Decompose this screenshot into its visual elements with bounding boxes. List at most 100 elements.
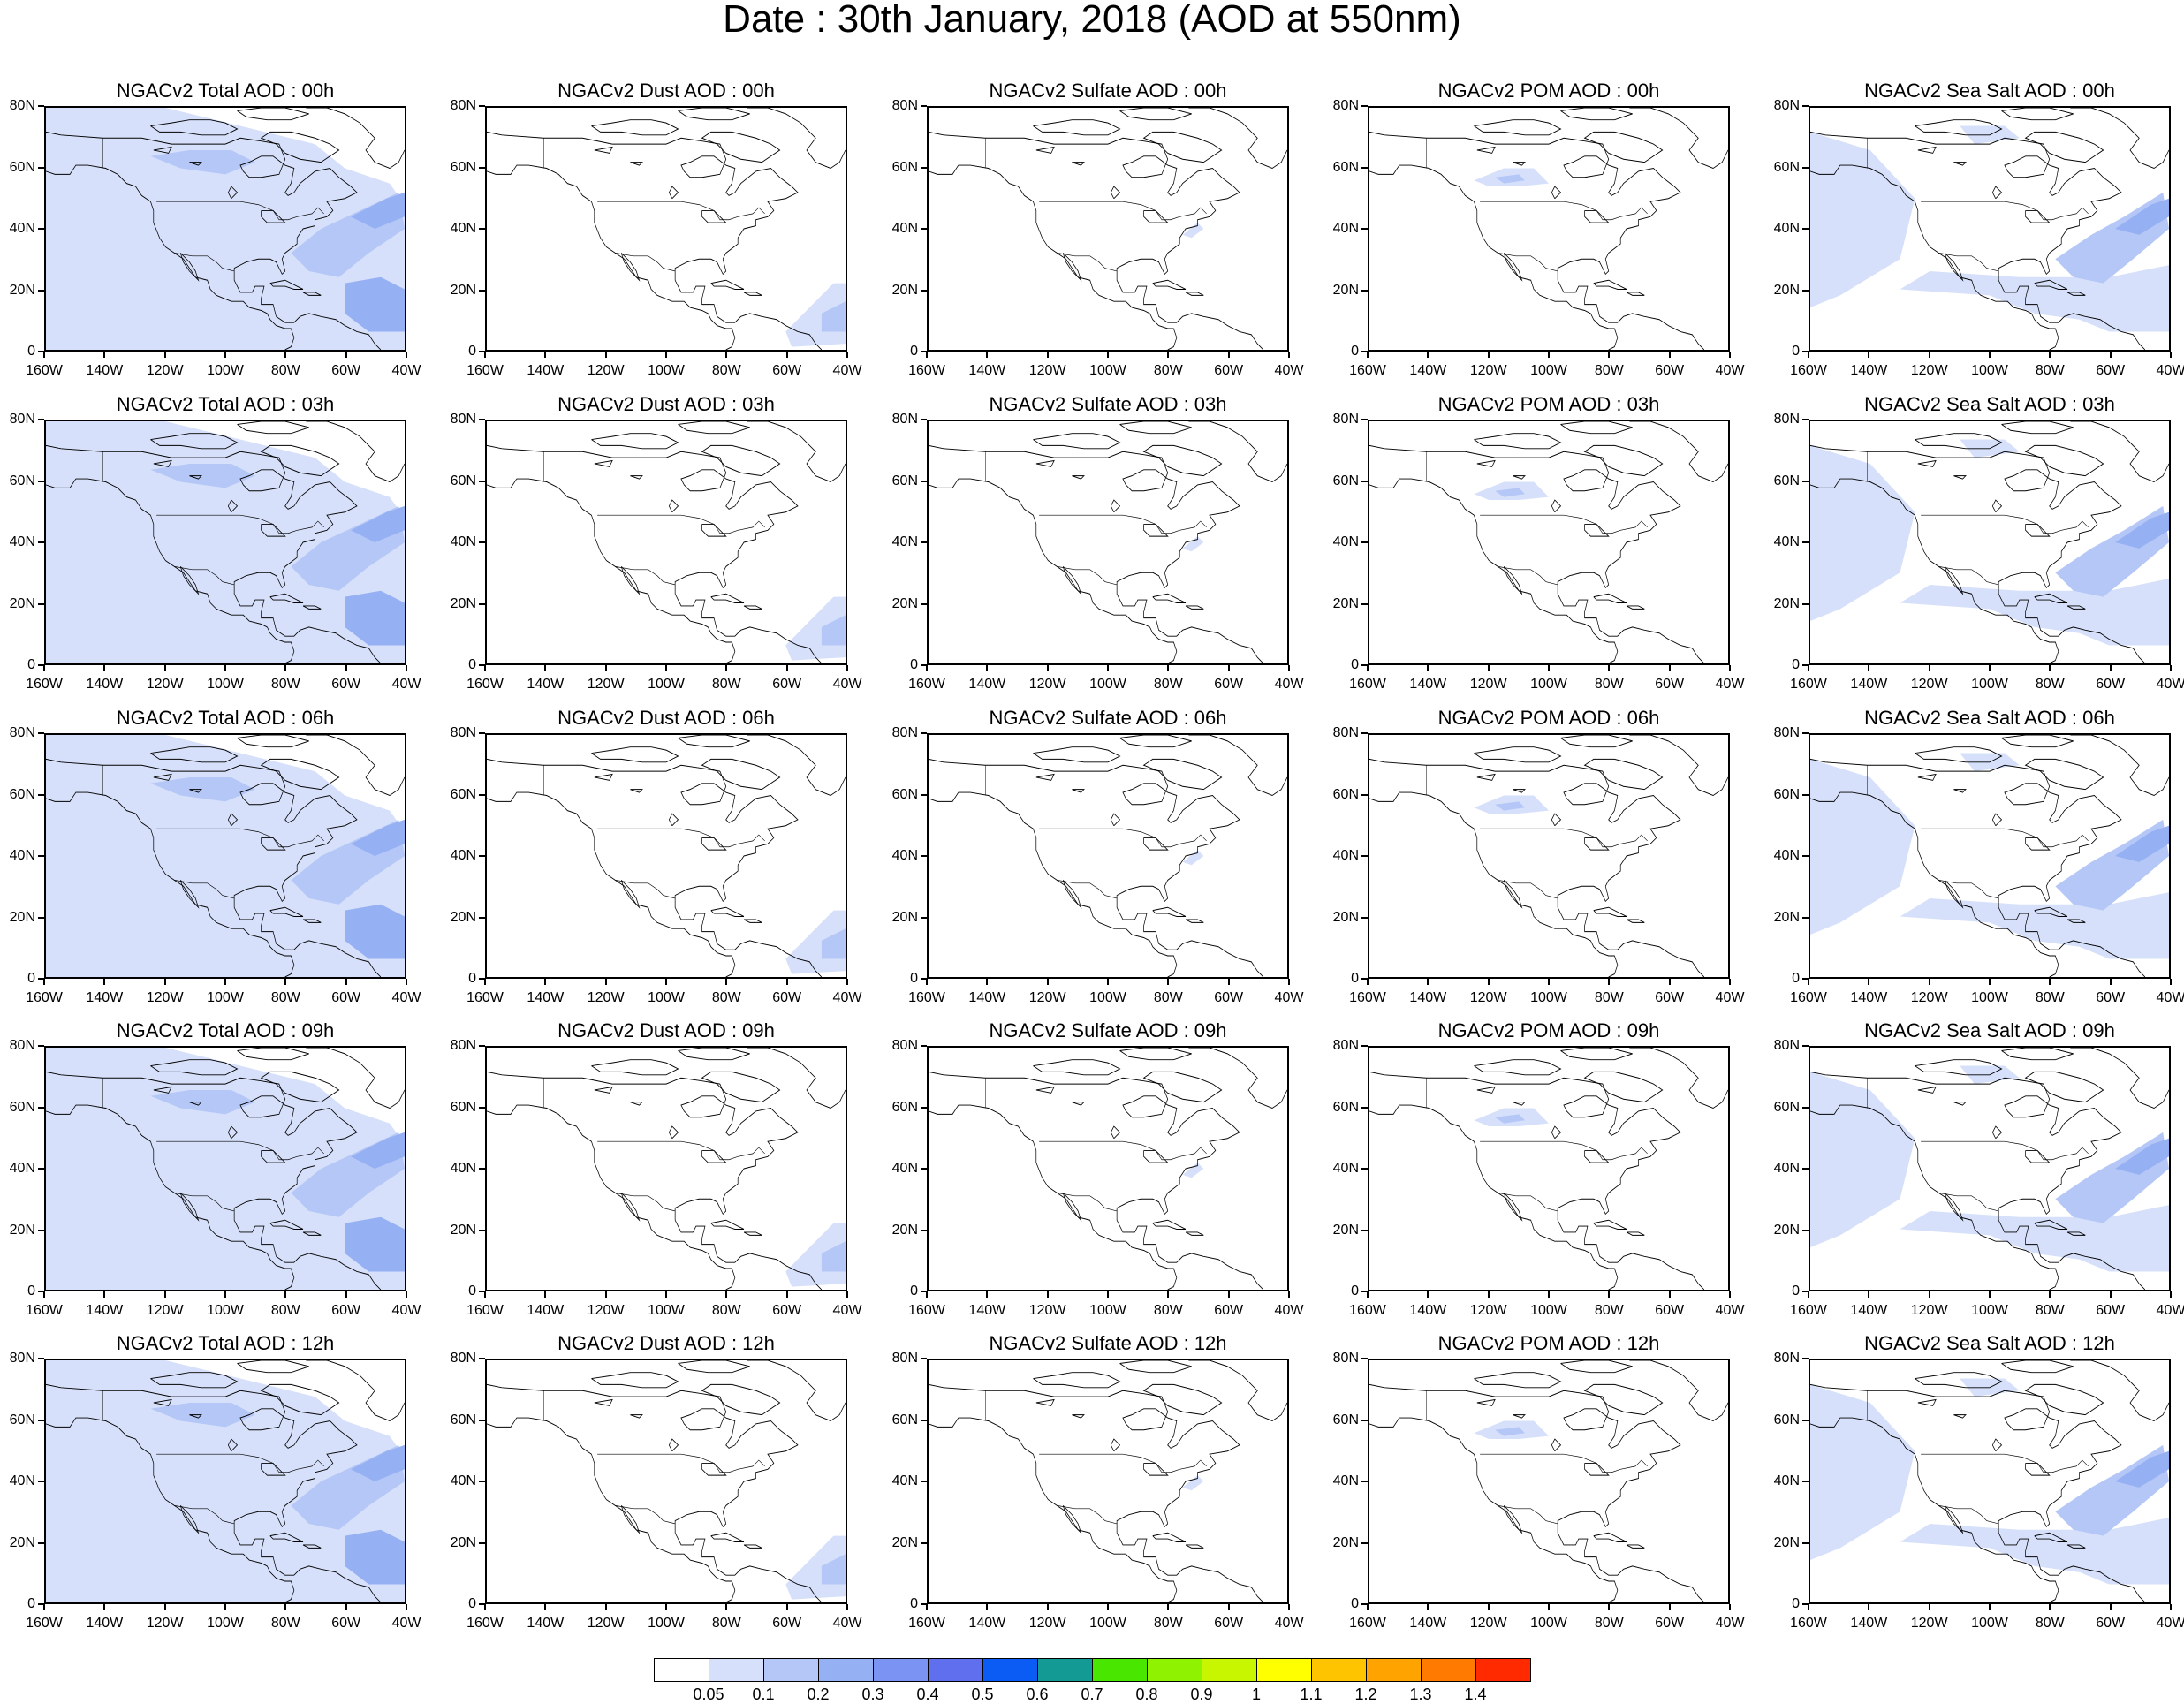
coastline [929,1071,1264,1290]
lon-tick-mark [1668,665,1671,671]
colorbar-swatch [1202,1658,1257,1682]
lat-tick-label: 60N [450,1412,476,1428]
lon-tick-mark [1487,665,1490,671]
lat-tick-mark [1802,1481,1809,1482]
lat-tick-mark [1361,855,1368,857]
country-border [1039,828,1207,848]
coastline [269,1532,304,1542]
coastline [929,1383,1264,1602]
colorbar [654,1658,1531,1682]
lon-tick-label: 140W [1409,677,1447,692]
panel-title: NGACv2 Total AOD : 03h [116,393,335,415]
coastline [594,459,613,467]
lat-tick-mark [38,105,44,107]
coastline [1110,1125,1121,1140]
coastline [1476,773,1496,781]
coastline [1152,593,1187,603]
coastline [150,1372,239,1389]
lat-tick-mark [38,732,44,734]
lon-tick-label: 60W [1214,1616,1244,1631]
lon-tick-mark [1227,352,1230,358]
coastline [701,444,781,477]
lon-tick-label: 160W [26,1303,63,1318]
coastline [1551,1438,1562,1452]
coastline [747,1360,846,1422]
country-border [615,1193,676,1212]
panel-title: NGACv2 Sulfate AOD : 00h [989,80,1227,102]
lon-tick-label: 60W [331,363,361,378]
coastline [2024,1383,2104,1416]
lon-tick-mark [2109,352,2112,358]
lon-tick-label: 100W [1530,677,1567,692]
aod-shading-region [150,463,255,488]
lon-tick-mark [1107,1604,1109,1610]
colorbar-label: 0.9 [1190,1685,1213,1703]
aod-shading-region [1900,579,2169,646]
lon-tick-mark [1227,979,1230,985]
coastline [678,1048,750,1061]
lat-tick-label: 40N [450,1473,476,1488]
lon-tick-label: 140W [1850,990,1888,1005]
coastline [710,279,745,290]
lon-tick-mark [1046,1604,1049,1610]
coastline [1551,813,1562,827]
lat-tick-label: 20N [9,595,35,611]
lon-tick-mark [1729,1291,1731,1298]
lat-tick-label: 60N [9,1412,35,1428]
coastline [620,1505,641,1534]
lat-tick-label: 80N [9,1351,35,1366]
lon-tick-mark [2170,979,2172,985]
lat-tick-label: 80N [9,725,35,740]
lat-tick-mark [1802,916,1809,919]
coastline [1915,1059,2003,1076]
lon-tick-label: 40W [1274,363,1304,378]
coastline [929,1104,1178,1290]
coastline [179,566,200,595]
lon-tick-label: 60W [772,1616,802,1631]
coastline [1062,1505,1082,1534]
lat-tick-mark [1802,1106,1809,1109]
coastline [1476,459,1496,467]
lat-tick-label: 80N [1332,1351,1359,1366]
aod-map-dust [485,420,847,665]
lat-tick-mark [921,855,927,857]
coastline [2001,735,2074,748]
lon-tick-mark [1046,1291,1049,1298]
lon-tick-label: 140W [86,990,124,1005]
lon-tick-label: 80W [1594,363,1624,378]
coastline [302,1544,322,1549]
coastline [678,108,750,121]
coastline [1152,279,1187,290]
colorbar-swatch [982,1658,1038,1682]
coastline [227,813,239,827]
lon-tick-mark [1288,1291,1290,1298]
lat-tick-label: 0 [1792,344,1800,359]
colorbar-swatch [818,1658,874,1682]
lon-tick-mark [1808,979,1809,985]
lat-tick-mark [479,1358,485,1359]
lon-tick-mark [484,979,486,985]
lat-tick-mark [1361,1106,1368,1109]
lat-tick-mark [1802,289,1809,292]
lon-tick-mark [926,665,928,671]
lat-tick-label: 0 [910,344,918,359]
coastline [2034,1532,2068,1542]
lat-tick-label: 40N [450,1161,476,1176]
lon-tick-label: 60W [1655,677,1685,692]
lon-tick-label: 140W [527,990,565,1005]
lat-tick-label: 80N [450,1351,476,1366]
lat-tick-mark [479,419,485,420]
coastline [1110,499,1121,513]
lat-tick-mark [921,732,927,734]
lat-tick-mark [1802,1229,1809,1231]
coastline [237,108,309,121]
lon-tick-mark [725,665,728,671]
lon-tick-mark [1367,665,1369,671]
lon-tick-label: 160W [466,677,504,692]
lon-tick-mark [484,352,486,358]
lon-tick-mark [1046,979,1049,985]
aod-shading-region [821,301,846,332]
aod-shading-region [821,1241,846,1272]
lat-tick-label: 80N [891,98,918,113]
lat-tick-mark [38,419,44,420]
